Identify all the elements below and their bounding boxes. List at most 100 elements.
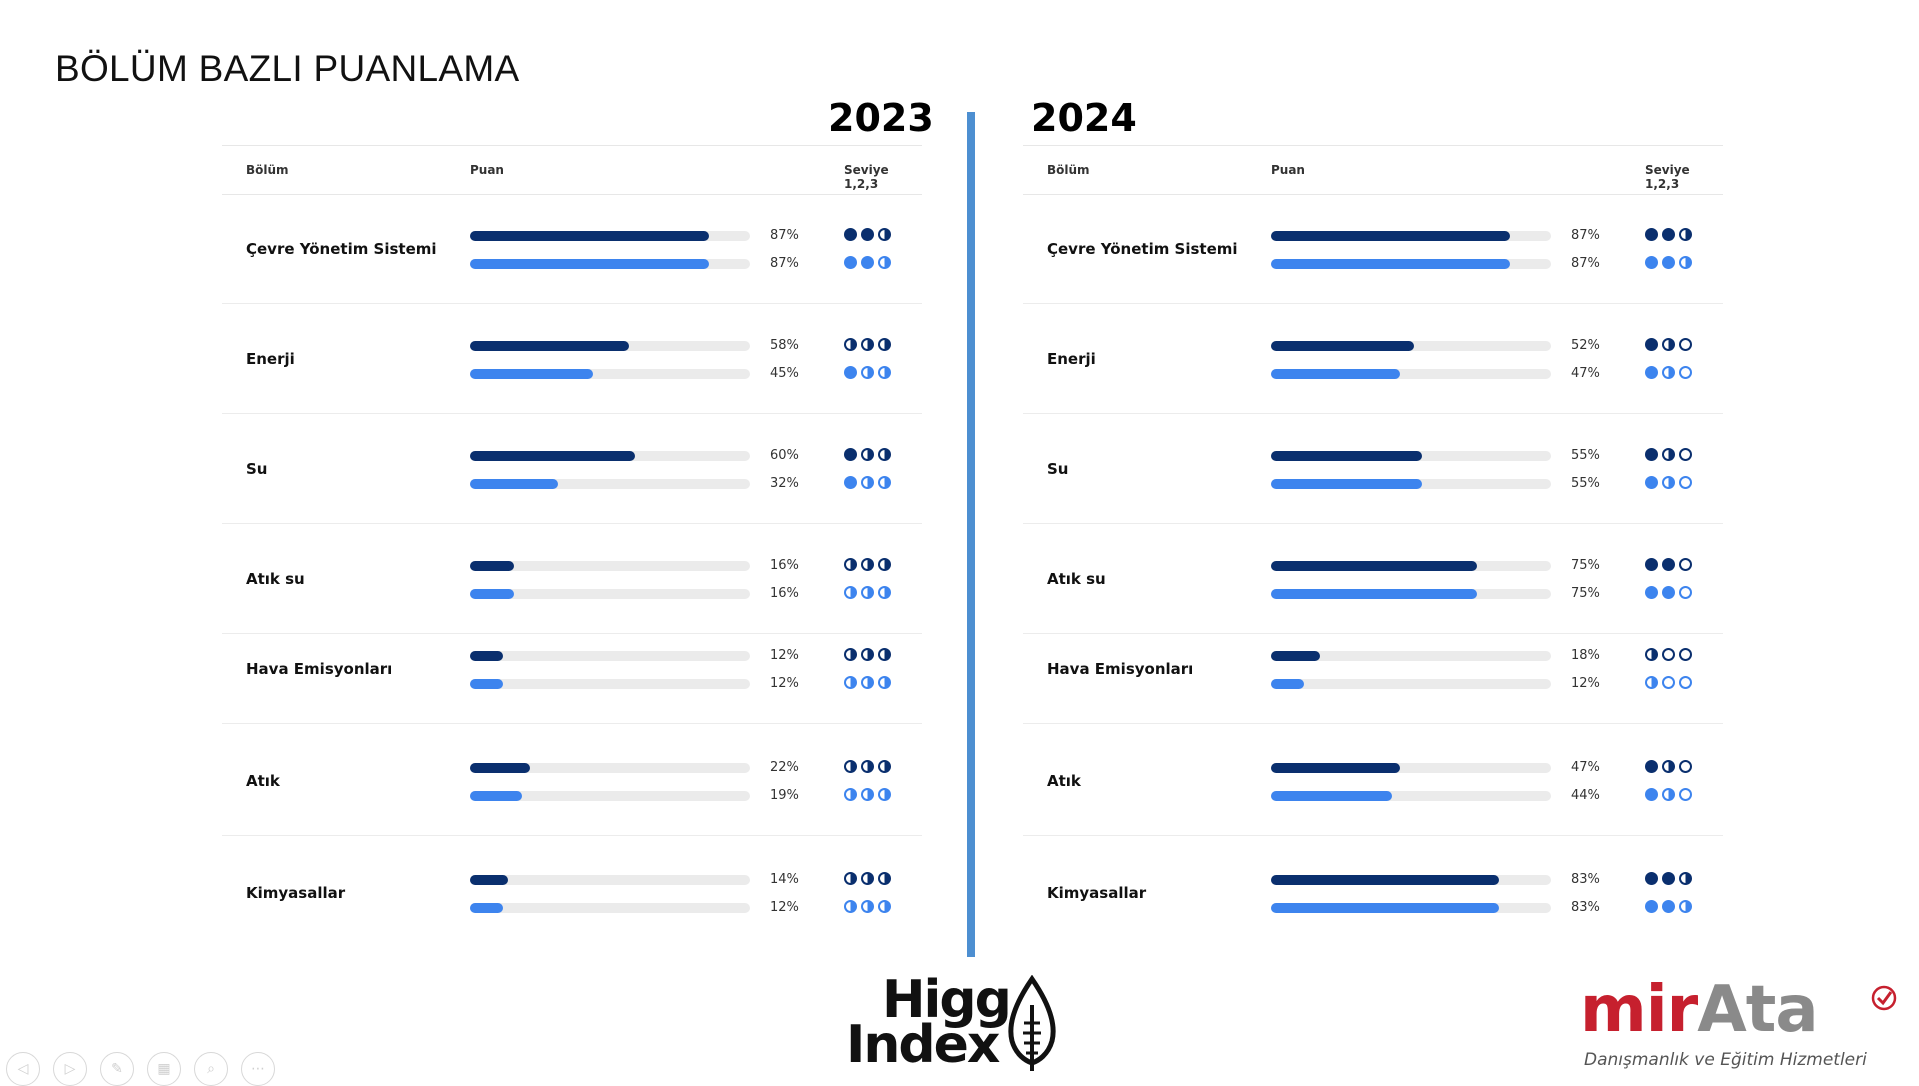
level-empty-dot-icon [1679, 448, 1692, 461]
level-full-dot-icon [1645, 760, 1658, 773]
checkmark-badge-icon [1871, 985, 1897, 1011]
table-row: Kimyasallar 14% 12% [222, 837, 922, 947]
level-half-dot-icon [861, 338, 874, 351]
score-bar-fill-a [1271, 875, 1499, 885]
section-label: Hava Emisyonları [1047, 660, 1194, 678]
level-half-dot-icon [878, 476, 891, 489]
level-indicators-b [1645, 476, 1692, 489]
level-half-dot-icon [1679, 256, 1692, 269]
level-full-dot-icon [844, 366, 857, 379]
score-bar-fill-b [470, 369, 594, 379]
score-bar-fill-b [1271, 679, 1304, 689]
slides-grid-icon[interactable]: ▦ [147, 1052, 181, 1086]
score-percent-a: 52% [1571, 338, 1600, 353]
level-empty-dot-icon [1679, 676, 1692, 689]
section-label: Atık su [246, 570, 305, 588]
level-half-dot-icon [861, 558, 874, 571]
level-indicators-a [1645, 760, 1692, 773]
level-indicators-b [844, 476, 891, 489]
score-bar-track-b [1271, 479, 1551, 489]
header-col2: Puan [1271, 163, 1305, 177]
table-header: Bölüm Puan Seviye 1,2,3 [1023, 145, 1723, 195]
score-bar-fill-a [470, 231, 709, 241]
section-label: Su [246, 460, 268, 478]
pen-icon[interactable]: ✎ [100, 1052, 134, 1086]
zoom-icon[interactable]: ⌕ [194, 1052, 228, 1086]
level-indicators-b [844, 900, 891, 913]
score-bar-track-b [470, 903, 750, 913]
score-bar-track-a [470, 651, 750, 661]
score-bar-track-a [1271, 451, 1551, 461]
score-percent-b: 19% [770, 788, 799, 803]
level-half-dot-icon [878, 558, 891, 571]
level-indicators-a [1645, 872, 1692, 885]
score-bar-fill-a [1271, 451, 1422, 461]
score-bar-track-b [470, 791, 750, 801]
score-percent-b: 75% [1571, 586, 1600, 601]
mirata-ata: Ata [1697, 973, 1818, 1047]
score-bar-track-b [1271, 259, 1551, 269]
level-empty-dot-icon [1679, 558, 1692, 571]
level-full-dot-icon [1645, 586, 1658, 599]
level-indicators-a [844, 228, 891, 241]
level-full-dot-icon [1645, 900, 1658, 913]
level-half-dot-icon [878, 872, 891, 885]
level-half-dot-icon [1679, 228, 1692, 241]
score-bar-fill-a [1271, 651, 1321, 661]
panel-2024: Bölüm Puan Seviye 1,2,3 Çevre Yönetim Siste… [1023, 145, 1723, 965]
higg-logo-line2: Index [846, 1015, 1000, 1075]
level-indicators-b [1645, 256, 1692, 269]
score-bar-track-a [1271, 231, 1551, 241]
level-half-dot-icon [878, 366, 891, 379]
level-full-dot-icon [1645, 366, 1658, 379]
level-empty-dot-icon [1679, 476, 1692, 489]
next-slide-icon[interactable]: ▷ [53, 1052, 87, 1086]
level-half-dot-icon [1662, 476, 1675, 489]
score-bar-track-a [470, 875, 750, 885]
level-empty-dot-icon [1679, 366, 1692, 379]
table-row: Çevre Yönetim Sistemi 87% 87% [222, 193, 922, 304]
score-bar-fill-a [470, 561, 514, 571]
score-percent-a: 16% [770, 558, 799, 573]
table-row: Su 55% 55% [1023, 413, 1723, 524]
level-indicators-a [1645, 338, 1692, 351]
level-half-dot-icon [878, 676, 891, 689]
score-bar-fill-b [1271, 903, 1499, 913]
level-full-dot-icon [1645, 872, 1658, 885]
more-options-icon[interactable]: ⋯ [241, 1052, 275, 1086]
score-bar-track-b [1271, 369, 1551, 379]
table-row: Atık su 16% 16% [222, 523, 922, 634]
score-percent-b: 47% [1571, 366, 1600, 381]
level-indicators-a [844, 760, 891, 773]
level-half-dot-icon [844, 788, 857, 801]
header-col3: Seviye 1,2,3 [844, 163, 889, 191]
level-half-dot-icon [861, 586, 874, 599]
score-bar-fill-a [470, 341, 630, 351]
score-bar-track-b [1271, 903, 1551, 913]
level-half-dot-icon [878, 788, 891, 801]
level-empty-dot-icon [1662, 648, 1675, 661]
table-row: Kimyasallar 83% 83% [1023, 837, 1723, 947]
higg-logo-line1: Higg [882, 970, 1012, 1030]
level-full-dot-icon [861, 256, 874, 269]
prev-slide-icon[interactable]: ◁ [6, 1052, 40, 1086]
level-full-dot-icon [1645, 448, 1658, 461]
section-label: Kimyasallar [1047, 884, 1147, 902]
score-bar-fill-b [470, 903, 503, 913]
level-empty-dot-icon [1679, 788, 1692, 801]
level-half-dot-icon [1645, 676, 1658, 689]
level-empty-dot-icon [1662, 676, 1675, 689]
level-half-dot-icon [878, 760, 891, 773]
score-bar-fill-a [1271, 763, 1400, 773]
level-half-dot-icon [861, 872, 874, 885]
level-indicators-a [1645, 448, 1692, 461]
level-full-dot-icon [1645, 788, 1658, 801]
level-full-dot-icon [1645, 338, 1658, 351]
score-bar-track-b [470, 259, 750, 269]
score-bar-fill-a [1271, 561, 1477, 571]
score-bar-track-b [1271, 791, 1551, 801]
level-indicators-a [844, 338, 891, 351]
level-full-dot-icon [844, 228, 857, 241]
section-label: Atık [1047, 772, 1081, 790]
level-half-dot-icon [1662, 366, 1675, 379]
